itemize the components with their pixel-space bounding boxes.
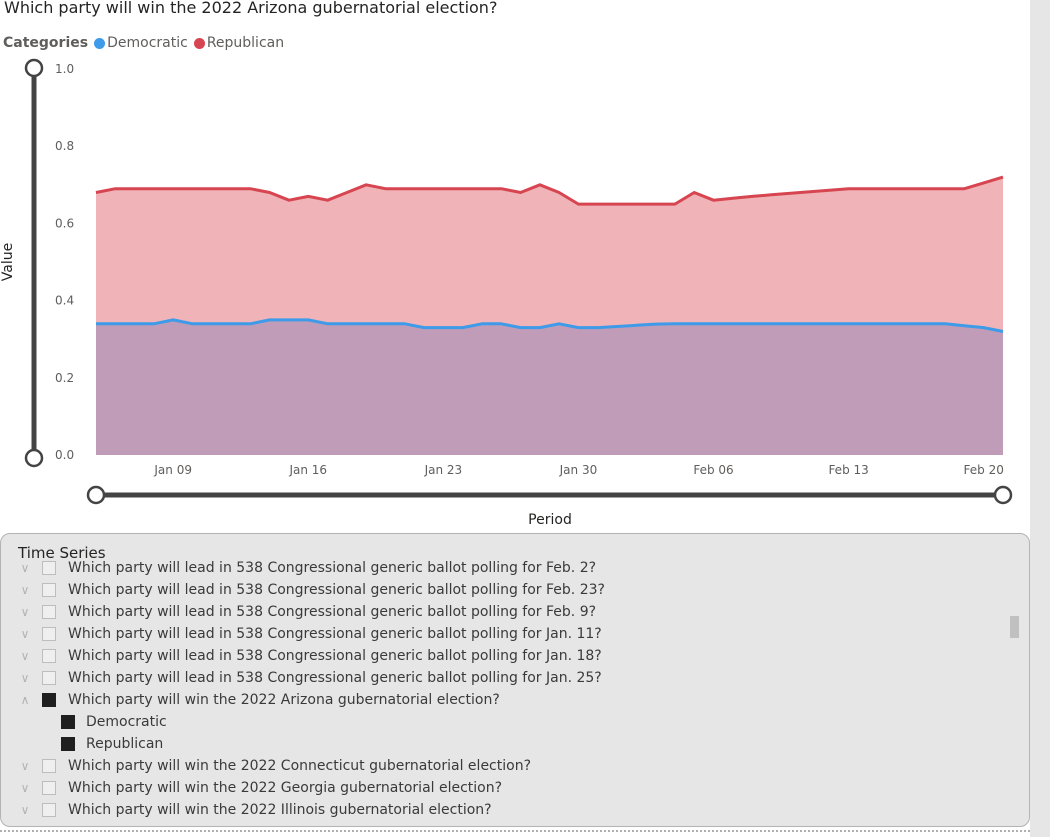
- x-slider-left-handle[interactable]: [86, 485, 106, 505]
- time-series-item-label: Which party will lead in 538 Congression…: [68, 582, 605, 598]
- y-tick-label: 0.8: [55, 139, 74, 153]
- right-pane-edge: [1030, 0, 1050, 837]
- chevron-down-icon[interactable]: ∨: [20, 605, 30, 619]
- checkbox[interactable]: [61, 737, 75, 751]
- time-series-item-label: Which party will win the 2022 Connecticu…: [68, 758, 531, 774]
- y-tick-label: 0.2: [55, 371, 74, 385]
- x-tick-label: Jan 16: [288, 463, 327, 477]
- legend-label-republican: Republican: [206, 35, 285, 51]
- x-tick-label: Jan 09: [153, 463, 192, 477]
- time-series-item-label: Which party will win the 2022 Georgia gu…: [68, 780, 503, 796]
- chevron-down-icon[interactable]: ∨: [20, 803, 30, 817]
- checkbox[interactable]: [42, 693, 56, 707]
- y-slider-bottom-handle[interactable]: [24, 448, 44, 468]
- legend-dot-democratic: [94, 37, 106, 49]
- time-series-panel: Time Series ∨ Which party will lead in 53…: [0, 533, 1030, 827]
- y-tick-label: 1.0: [55, 62, 74, 76]
- time-series-item-label: Which party will win the 2022 Arizona gu…: [68, 692, 500, 708]
- time-series-item-label: Democratic: [86, 714, 167, 730]
- x-tick-label: Jan 23: [424, 463, 463, 477]
- chevron-down-icon[interactable]: ∨: [20, 627, 30, 641]
- time-series-item[interactable]: ∨ Which party will lead in 538 Congressio…: [1, 623, 1001, 645]
- time-series-item-label: Which party will lead in 538 Congression…: [68, 604, 597, 620]
- chevron-down-icon[interactable]: ∨: [20, 759, 30, 773]
- time-series-item-label: Which party will win the 2022 Illinois g…: [68, 802, 492, 818]
- time-series-item-label: Which party will lead in 538 Congression…: [68, 670, 602, 686]
- legend-label-democratic: Democratic: [107, 35, 188, 51]
- y-axis-zoom-slider[interactable]: [24, 58, 44, 468]
- area-chart: 1.00.80.60.40.20.0 Value Jan 09 Jan 16 Jan…: [0, 58, 1013, 528]
- chevron-down-icon[interactable]: ∨: [20, 671, 30, 685]
- time-series-item[interactable]: ∨ Which party will lead in 538 Congressio…: [1, 557, 1001, 579]
- checkbox[interactable]: [42, 671, 56, 685]
- checkbox[interactable]: [42, 627, 56, 641]
- legend-item-republican[interactable]: Republican: [193, 35, 285, 51]
- time-series-item[interactable]: ∨ Which party will win the 2022 Connectic…: [1, 755, 1001, 777]
- time-series-child-item[interactable]: Democratic: [1, 711, 1001, 733]
- chevron-down-icon[interactable]: ∨: [20, 583, 30, 597]
- legend-item-democratic[interactable]: Democratic: [94, 35, 188, 51]
- time-series-item[interactable]: ∨ Which party will lead in 538 Congressio…: [1, 667, 1001, 689]
- checkbox[interactable]: [42, 561, 56, 575]
- x-tick-label: Feb 13: [828, 463, 868, 477]
- x-tick-label: Jan 30: [559, 463, 598, 477]
- y-axis-ticks: 1.0 0.8 0.6 0.4 0.2 0.0: [55, 62, 74, 462]
- x-axis-zoom-slider[interactable]: [86, 485, 1013, 505]
- chevron-down-icon[interactable]: ∨: [20, 781, 30, 795]
- y-tick-label: 0.4: [55, 294, 74, 308]
- legend: Categories Democratic Republican: [3, 35, 290, 51]
- y-tick-label: 0.0: [55, 448, 74, 462]
- bottom-divider: [0, 830, 1030, 832]
- time-series-item-label: Republican: [86, 736, 164, 752]
- checkbox[interactable]: [61, 715, 75, 729]
- series-layer: [95, 175, 1004, 455]
- checkbox[interactable]: [42, 759, 56, 773]
- chart-title: Which party will win the 2022 Arizona gu…: [4, 0, 498, 17]
- y-tick-label: 0.6: [55, 216, 74, 230]
- legend-title: Categories: [3, 35, 89, 51]
- time-series-item-label: Which party will lead in 538 Congression…: [68, 626, 602, 642]
- scrollbar-thumb[interactable]: [1010, 616, 1019, 638]
- checkbox[interactable]: [42, 649, 56, 663]
- time-series-title: Time Series: [18, 544, 106, 562]
- x-tick-label: Feb 06: [693, 463, 733, 477]
- line-republican[interactable]: [95, 175, 1004, 206]
- x-axis-ticks: Jan 09 Jan 16 Jan 23 Jan 30 Feb 06 Feb 13 Feb …: [153, 463, 1003, 477]
- y-slider-top-handle[interactable]: [24, 58, 44, 78]
- time-series-item[interactable]: ∨ Which party will lead in 538 Congressio…: [1, 645, 1001, 667]
- chevron-down-icon[interactable]: ∨: [20, 561, 30, 575]
- checkbox[interactable]: [42, 583, 56, 597]
- time-series-item-label: Which party will lead in 538 Congression…: [68, 648, 602, 664]
- time-series-item[interactable]: ∧ Which party will win the 2022 Arizona g…: [1, 689, 1001, 711]
- time-series-item[interactable]: ∨ Which party will win the 2022 Illinois …: [1, 799, 1001, 821]
- checkbox[interactable]: [42, 803, 56, 817]
- checkbox[interactable]: [42, 605, 56, 619]
- legend-dot-republican: [193, 37, 205, 49]
- time-series-child-item[interactable]: Republican: [1, 733, 1001, 755]
- x-tick-label: Feb 20: [964, 463, 1004, 477]
- chevron-down-icon[interactable]: ∨: [20, 649, 30, 663]
- time-series-item[interactable]: ∨ Which party will win the 2022 Georgia g…: [1, 777, 1001, 799]
- y-axis-title: Value: [0, 243, 16, 281]
- time-series-item-label: Which party will lead in 538 Congression…: [68, 560, 597, 576]
- checkbox[interactable]: [42, 781, 56, 795]
- area-democratic: [96, 319, 1003, 455]
- chevron-up-icon[interactable]: ∧: [20, 693, 30, 707]
- time-series-item[interactable]: ∨ Which party will lead in 538 Congressio…: [1, 601, 1001, 623]
- x-axis-title: Period: [528, 512, 572, 528]
- time-series-item[interactable]: ∨ Which party will lead in 538 Congressio…: [1, 579, 1001, 601]
- line-democratic[interactable]: [96, 318, 1004, 333]
- x-slider-right-handle[interactable]: [993, 485, 1013, 505]
